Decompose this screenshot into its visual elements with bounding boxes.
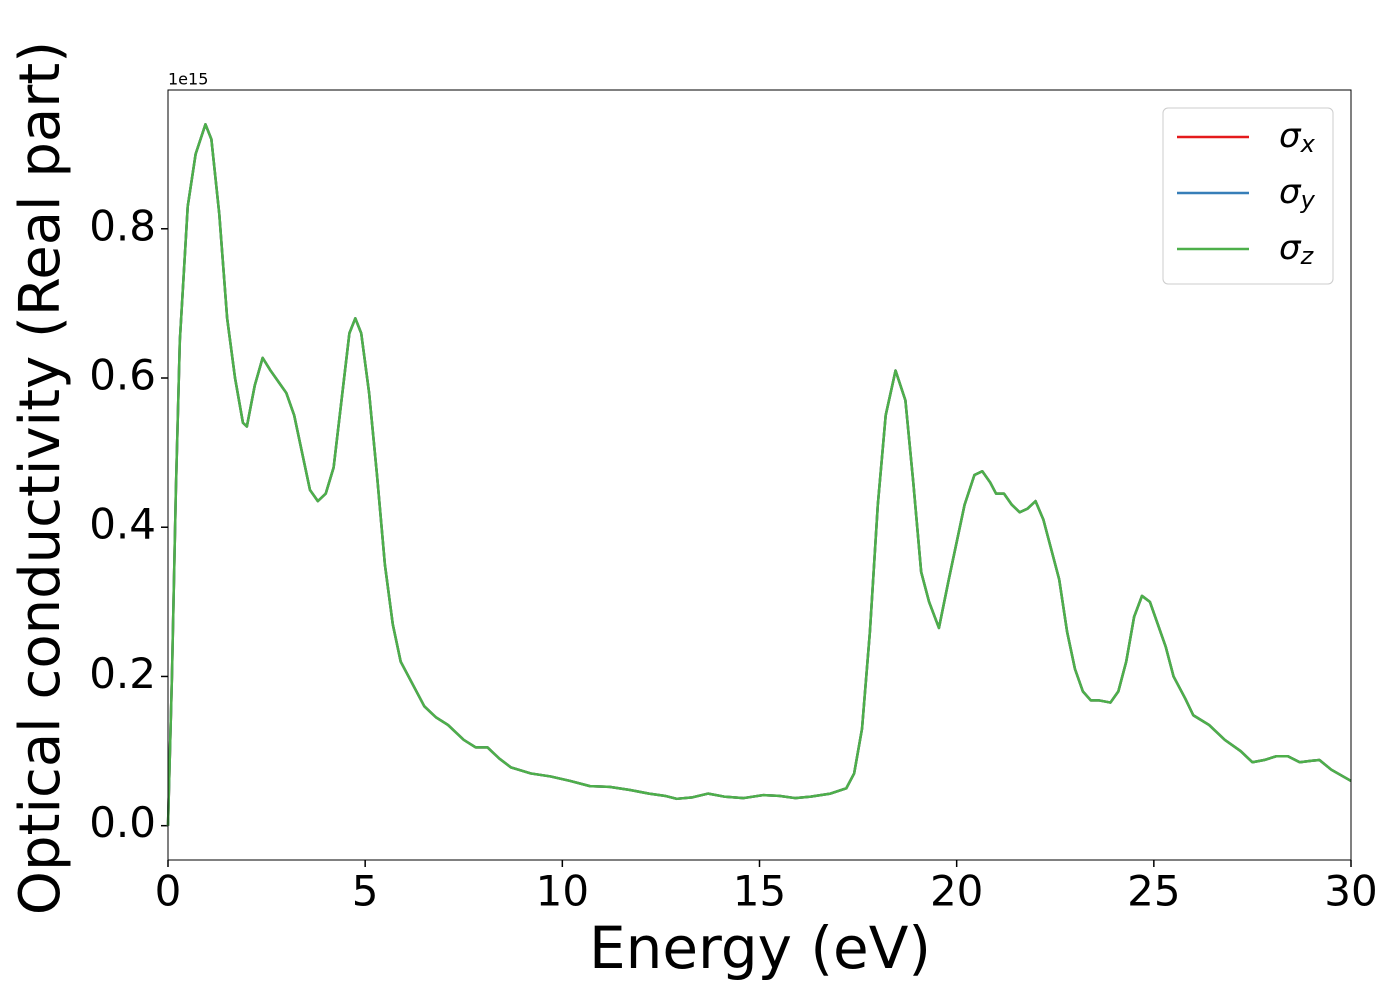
offset-label: 1e15 [168,70,208,89]
x-tick-label: 0 [155,867,182,916]
x-tick-label: 30 [1324,867,1377,916]
x-tick-label: 15 [733,867,786,916]
legend-label: σy [1279,172,1316,215]
x-tick-label: 5 [352,867,379,916]
y-tick-label: 0.8 [89,201,156,250]
x-tick-label: 10 [536,867,589,916]
x-tick-label: 20 [930,867,983,916]
legend-label: σz [1279,228,1315,271]
y-tick-label: 0.4 [89,500,156,549]
y-axis-label: Optical conductivity (Real part) [8,41,73,915]
y-tick-label: 0.0 [89,798,156,847]
plot-frame [167,89,1352,861]
x-tick-label: 25 [1127,867,1180,916]
x-axis-label: Energy (eV) [589,914,931,982]
legend-label: σx [1279,116,1316,159]
y-tick-label: 0.6 [89,351,156,400]
y-tick-label: 0.2 [89,649,156,698]
legend-box [1162,107,1334,285]
data-line [166,123,1352,826]
